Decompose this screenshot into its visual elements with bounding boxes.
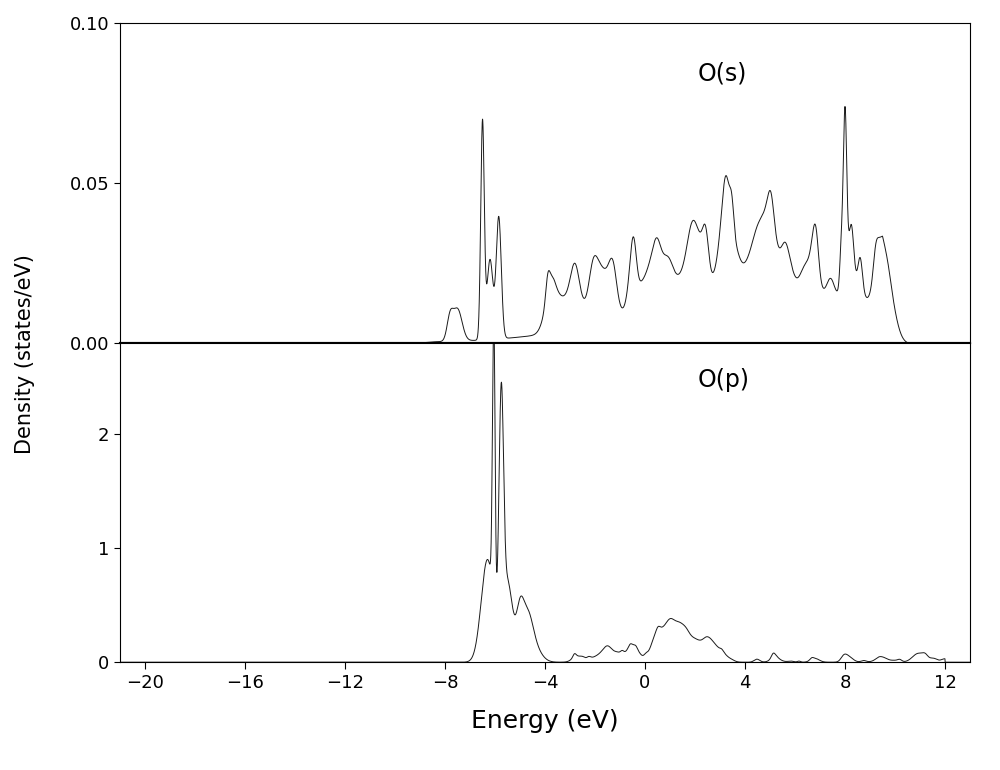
X-axis label: Energy (eV): Energy (eV) <box>471 708 619 733</box>
Text: O(s): O(s) <box>698 62 747 85</box>
Text: O(p): O(p) <box>698 368 750 392</box>
Text: Density (states/eV): Density (states/eV) <box>15 254 35 454</box>
